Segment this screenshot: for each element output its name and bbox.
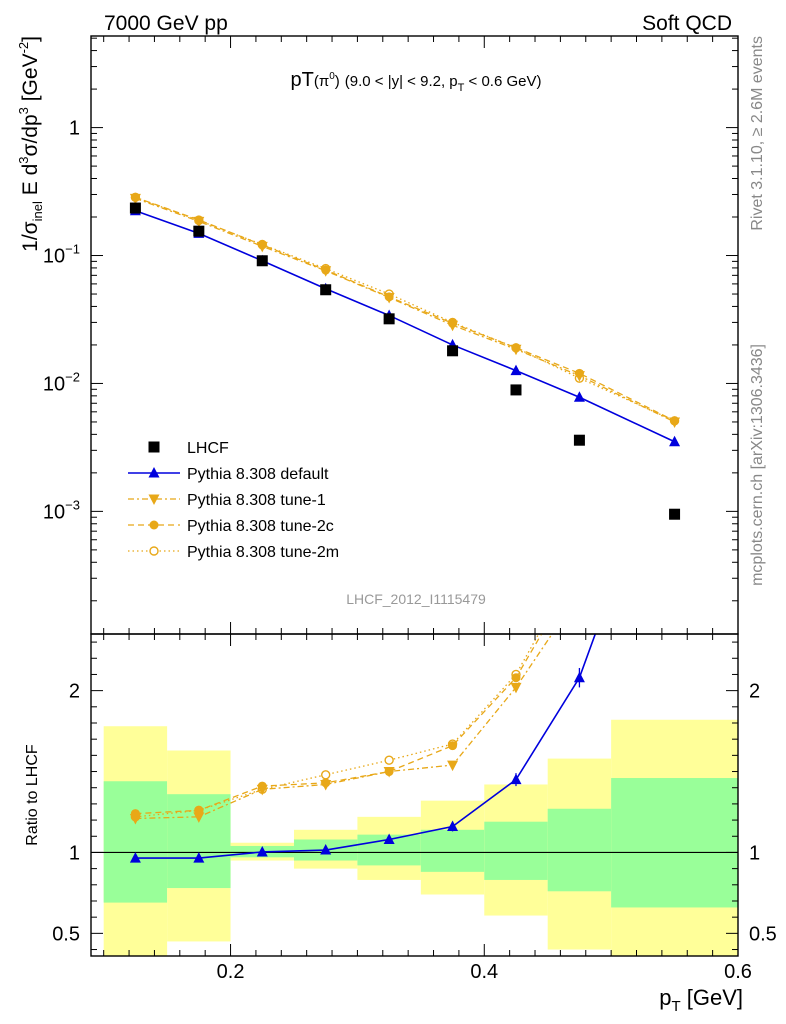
legend-marker-pythia-8-308-default [148,467,160,478]
ratio-point-pythia-8-308-default [383,833,395,844]
point-pythia-8-308-tune-1 [447,320,459,332]
ratio-point-pythia-8-308-tune-1 [320,779,332,791]
y-tick-label: 10−3 [43,497,80,523]
point-lhcf [510,384,522,396]
y-tick-label: 10−2 [43,369,80,395]
legend-label-pythia-8-308-tune-2m: Pythia 8.308 tune-2m [187,544,339,561]
point-pythia-8-308-tune-1 [193,216,205,228]
legend-marker-pythia-8-308-tune-1 [148,494,160,505]
point-lhcf [573,434,585,446]
ratio-point-pythia-8-308-tune-1 [510,682,522,694]
ratio-y-tick-label: 2 [69,681,80,703]
rivet-label: Rivet 3.1.10, ≥ 2.6M events [749,36,766,231]
x-axis-label: pT [GeV] [659,985,743,1015]
ratio-line-pythia-8-308-tune-2m [135,634,540,818]
ratio-y-tick-label-right: 1 [749,842,760,864]
point-pythia-8-308-tune-1 [256,241,268,253]
point-pythia-8-308-tune-1 [129,193,141,205]
point-pythia-8-308-tune-1 [383,292,395,304]
uncertainty-band-inner [484,821,548,880]
x-tick-label: 0.6 [724,961,752,983]
point-pythia-8-308-default [573,391,585,402]
point-lhcf [129,202,141,214]
x-tick-label: 0.2 [217,961,245,983]
ratio-plot: 0.2 0.4 0.6 0.5 0.5 1 1 2 2 Ratio to LHCF pT [Ge… [24,633,777,1015]
header-energy: 7000 GeV pp [104,12,228,35]
point-lhcf [447,345,459,357]
ratio-point-pythia-8-308-tune-2m [384,755,394,765]
legend-marker-lhcf [148,441,160,453]
ratio-point-pythia-8-308-tune-2m [320,770,331,780]
legend-label-pythia-8-308-default: Pythia 8.308 default [187,466,329,483]
series-line-pythia-8-308-default [135,209,675,443]
ratio-point-pythia-8-308-tune-2c [511,673,521,683]
ratio-y-tick-label: 1 [69,842,80,864]
uncertainty-band-inner [420,829,485,872]
point-pythia-8-308-tune-1 [320,266,332,277]
legend: LHCF Pythia 8.308 default Pythia 8.308 tun… [128,440,339,561]
ratio-point-pythia-8-308-default [510,773,522,785]
ratio-y-tick-label: 0.5 [52,923,80,945]
point-pythia-8-308-tune-1 [510,344,522,356]
ratio-point-pythia-8-308-tune-1 [447,760,459,772]
uncertainty-band-inner [103,781,168,903]
main-plot: 1 10−1 10−2 10−3 pT(π0) (9.0 < |y| < 9.2, pT… [16,35,739,635]
ratio-y-tick-label-right: 0.5 [749,923,777,945]
series-line-pythia-8-308-tune-2c [135,196,675,422]
ratio-plot-frame [90,633,739,957]
point-lhcf [320,284,332,296]
ratio-point-pythia-8-308-default [193,852,205,863]
plot-title: pT(π0) (9.0 < |y| < 9.2, pT < 0.6 GeV) [291,69,542,94]
series-line-pythia-8-308-tune-2m [135,196,675,422]
ratio-point-pythia-8-308-tune-2c [448,741,458,751]
analysis-watermark: LHCF_2012_I1115479 [346,591,486,607]
legend-label-lhcf: LHCF [187,440,229,457]
point-lhcf [256,255,268,267]
series-line-pythia-8-308-tune-1 [135,197,675,423]
ratio-line-pythia-8-308-tune-1 [135,634,553,820]
point-lhcf [383,313,395,325]
uncertainty-band-inner [611,778,738,908]
point-lhcf [669,508,681,520]
y-tick-label: 10−1 [43,242,80,268]
point-pythia-8-308-tune-1 [573,371,585,382]
point-pythia-8-308-default [669,435,681,447]
ratio-point-pythia-8-308-tune-1 [193,812,205,823]
ratio-point-pythia-8-308-tune-1 [383,767,395,778]
ratio-point-pythia-8-308-default [447,820,459,832]
ratio-point-pythia-8-308-default [320,844,332,855]
ratio-point-pythia-8-308-default [573,671,585,683]
x-tick-label: 0.4 [470,961,498,983]
y-axis-label: 1/σinel E d3σ/dp3 [GeV-2] [16,36,45,252]
header-process: Soft QCD [642,12,732,35]
source-label: mcplots.cern.ch [arXiv:1306.3436] [749,344,766,586]
ratio-y-tick-label-right: 2 [749,681,760,703]
y-tick-label: 1 [69,118,80,140]
legend-marker-pythia-8-308-tune-2m [149,546,159,556]
legend-marker-pythia-8-308-tune-2c [149,520,159,530]
legend-label-pythia-8-308-tune-1: Pythia 8.308 tune-1 [187,492,326,509]
ratio-point-pythia-8-308-default [256,845,268,857]
ratio-point-pythia-8-308-default [129,852,141,863]
legend-label-pythia-8-308-tune-2c: Pythia 8.308 tune-2c [187,518,334,535]
point-pythia-8-308-default [510,364,522,376]
ratio-point-pythia-8-308-tune-1 [256,784,268,796]
ratio-y-axis-label: Ratio to LHCF [24,744,41,846]
ratio-point-pythia-8-308-tune-1 [129,813,141,825]
point-pythia-8-308-tune-1 [669,417,681,428]
point-lhcf [193,225,205,237]
uncertainty-band-inner [547,808,612,892]
